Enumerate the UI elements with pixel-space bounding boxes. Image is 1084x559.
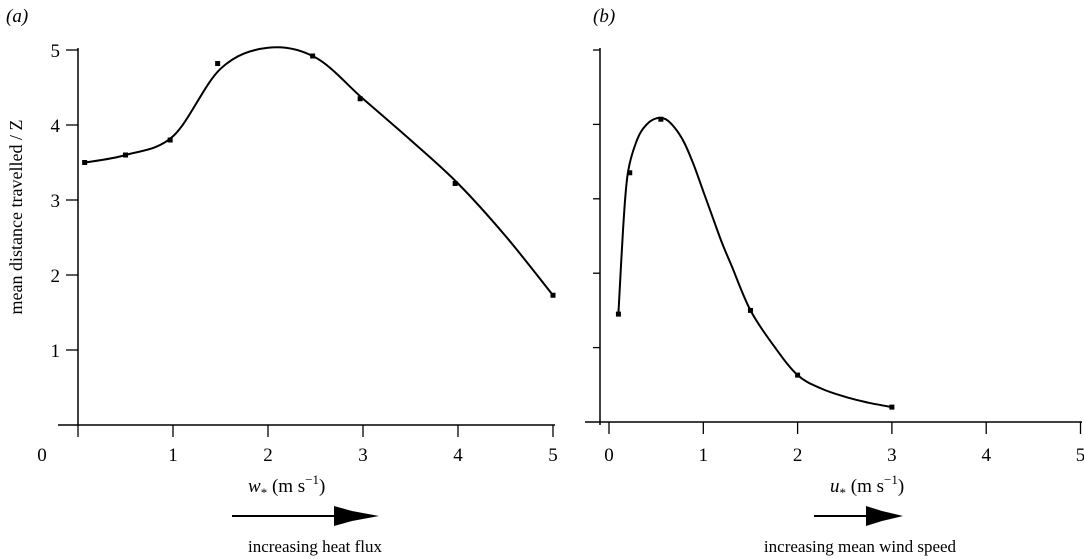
panel-b-x-tick-label: 3 [887, 445, 897, 466]
panel-b-y-ticks [593, 49, 600, 349]
panel-b-x-tick-label: 0 [604, 445, 614, 466]
panel-b-x-tick-label: 5 [1076, 445, 1084, 466]
panel-a-data-point [310, 53, 316, 59]
panel-b-x-tick-label: 2 [793, 445, 803, 466]
panel-b-x-tick-label: 4 [981, 445, 991, 466]
panel-b-data-point [615, 311, 621, 317]
panel-a-x-tick-label: 4 [453, 445, 463, 466]
panel-b-label: (b) [593, 6, 615, 27]
panel-a-markers [82, 53, 556, 298]
panel-a-x-ticks: 0 1 2 3 4 5 [37, 425, 558, 466]
panel-b-markers [615, 116, 895, 410]
panel-a-y-ticks: 1 2 3 4 5 [51, 41, 78, 362]
panel-a-label: (a) [6, 6, 28, 27]
panel-a-x-tick-label: 0 [37, 445, 47, 466]
panel-b-data-point [889, 404, 895, 410]
panel-a-x-tick-label: 1 [168, 445, 178, 466]
panel-b-x-ticks: 0 1 2 3 4 5 [604, 422, 1084, 466]
panel-b-data-point [795, 372, 801, 378]
panel-b-x-axis-label: u* (m s−1) [830, 472, 904, 500]
panel-b-arrow-icon [814, 506, 903, 526]
panel-b-x-tick-label: 1 [699, 445, 709, 466]
panel-a-x-axis-label: w* (m s−1) [248, 472, 325, 500]
panel-a-data-point [167, 137, 173, 143]
panel-a-annotation: increasing heat flux [248, 537, 383, 556]
panel-a-data-point [357, 96, 363, 102]
panel-a-series-line [84, 46, 554, 296]
panel-a-y-tick-label: 2 [51, 266, 61, 287]
panel-a-data-point [550, 292, 556, 298]
panel-b-data-point [658, 116, 664, 122]
panel-b-series-line [617, 116, 893, 409]
panel-a-data-point [123, 152, 128, 158]
panel-a-data-point [215, 61, 221, 66]
panel-a-arrow-icon [232, 506, 379, 526]
panel-a-x-tick-label: 3 [358, 445, 368, 466]
panel-a-y-axis-label: mean distance travelled / Z [6, 120, 26, 315]
panel-a-data-point [452, 181, 458, 186]
panel-a-y-tick-label: 3 [51, 191, 61, 212]
panel-a-x-tick-label: 2 [263, 445, 273, 466]
panel-a-data-point [82, 160, 88, 165]
panel-b-annotation: increasing mean wind speed [764, 537, 957, 556]
panel-a-x-tick-label: 5 [548, 445, 558, 466]
panel-a-y-tick-label: 4 [51, 116, 61, 137]
panel-a: (a) mean distance travelled / Z 0 1 2 3 4 5 1… [6, 6, 558, 556]
panel-b: (b) 0 1 2 3 4 5 u* (m s−1) increasing mean wi… [585, 6, 1084, 556]
panel-a-y-tick-label: 5 [51, 41, 61, 62]
panel-b-data-point [747, 307, 753, 313]
panel-b-data-point [627, 170, 633, 176]
panel-a-y-tick-label: 1 [51, 341, 61, 362]
